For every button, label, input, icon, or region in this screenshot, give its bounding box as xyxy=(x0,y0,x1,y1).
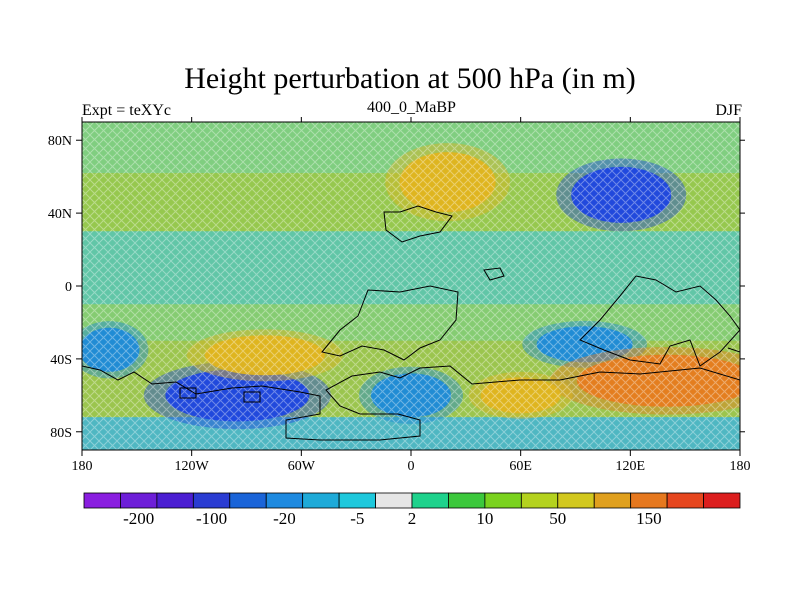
colorbar-box xyxy=(593,492,632,509)
colorbar-label: 150 xyxy=(636,509,662,528)
colorbar-box xyxy=(520,492,559,509)
colorbar-box xyxy=(703,492,741,509)
colorbar-box xyxy=(229,492,267,509)
colorbar-box xyxy=(302,492,340,509)
x-tick-label: 180 xyxy=(72,459,93,474)
colorbar-label: 50 xyxy=(549,509,566,528)
x-tick-label: 180 xyxy=(730,459,751,474)
x-tick-label: 0 xyxy=(408,459,415,474)
colorbar-box xyxy=(265,492,304,509)
y-tick-label: 40N xyxy=(48,207,72,222)
coastline-path xyxy=(179,387,197,399)
colorbar-box xyxy=(448,492,486,509)
season-label: DJF xyxy=(715,102,742,119)
colorbar-box xyxy=(666,492,704,509)
chart-title: Height perturbation at 500 hPa (in m) xyxy=(184,62,636,95)
colorbar-label: 10 xyxy=(476,509,493,528)
colorbar-box xyxy=(484,492,522,509)
x-tick-label: 120W xyxy=(175,459,210,474)
x-tick-label: 60W xyxy=(288,459,316,474)
colorbar-box xyxy=(557,492,595,509)
y-tick-label: 80S xyxy=(50,426,72,441)
experiment-label: Expt = teXYc xyxy=(82,102,171,119)
colorbar: -200 -100 -20 -5 2 10 50 150 xyxy=(83,492,741,528)
coastline-path xyxy=(579,275,740,367)
y-tick-label: 0 xyxy=(65,280,72,295)
axes: 180 120W 60W 0 60E 120E 180 80N 40N 0 40S 80S xyxy=(48,117,751,474)
x-tick-label: 60E xyxy=(509,459,532,474)
colorbar-label: -20 xyxy=(273,509,296,528)
y-tick-label: 80N xyxy=(48,134,72,149)
colorbar-box xyxy=(338,492,376,509)
period-label: 400_0_MaBP xyxy=(367,99,456,116)
plot-area xyxy=(81,121,741,451)
y-tick-label: 40S xyxy=(50,353,72,368)
coastline-path xyxy=(82,347,740,441)
colorbar-box xyxy=(375,492,413,509)
colorbar-box xyxy=(192,492,231,509)
colorbar-label: -200 xyxy=(123,509,154,528)
x-tick-label: 120E xyxy=(616,459,646,474)
coastline-path xyxy=(321,285,459,361)
hatch-overlay xyxy=(82,122,740,450)
colorbar-label: -100 xyxy=(196,509,227,528)
colorbar-box xyxy=(120,492,158,509)
colorbar-box xyxy=(156,492,194,509)
coastline-path xyxy=(483,267,505,281)
colorbar-label: 2 xyxy=(408,509,417,528)
colorbar-box xyxy=(83,492,121,509)
coastline-path xyxy=(243,391,261,403)
colorbar-box xyxy=(630,492,668,509)
coastline-path xyxy=(383,205,453,243)
colorbar-label: -5 xyxy=(350,509,364,528)
colorbar-box xyxy=(411,492,449,509)
